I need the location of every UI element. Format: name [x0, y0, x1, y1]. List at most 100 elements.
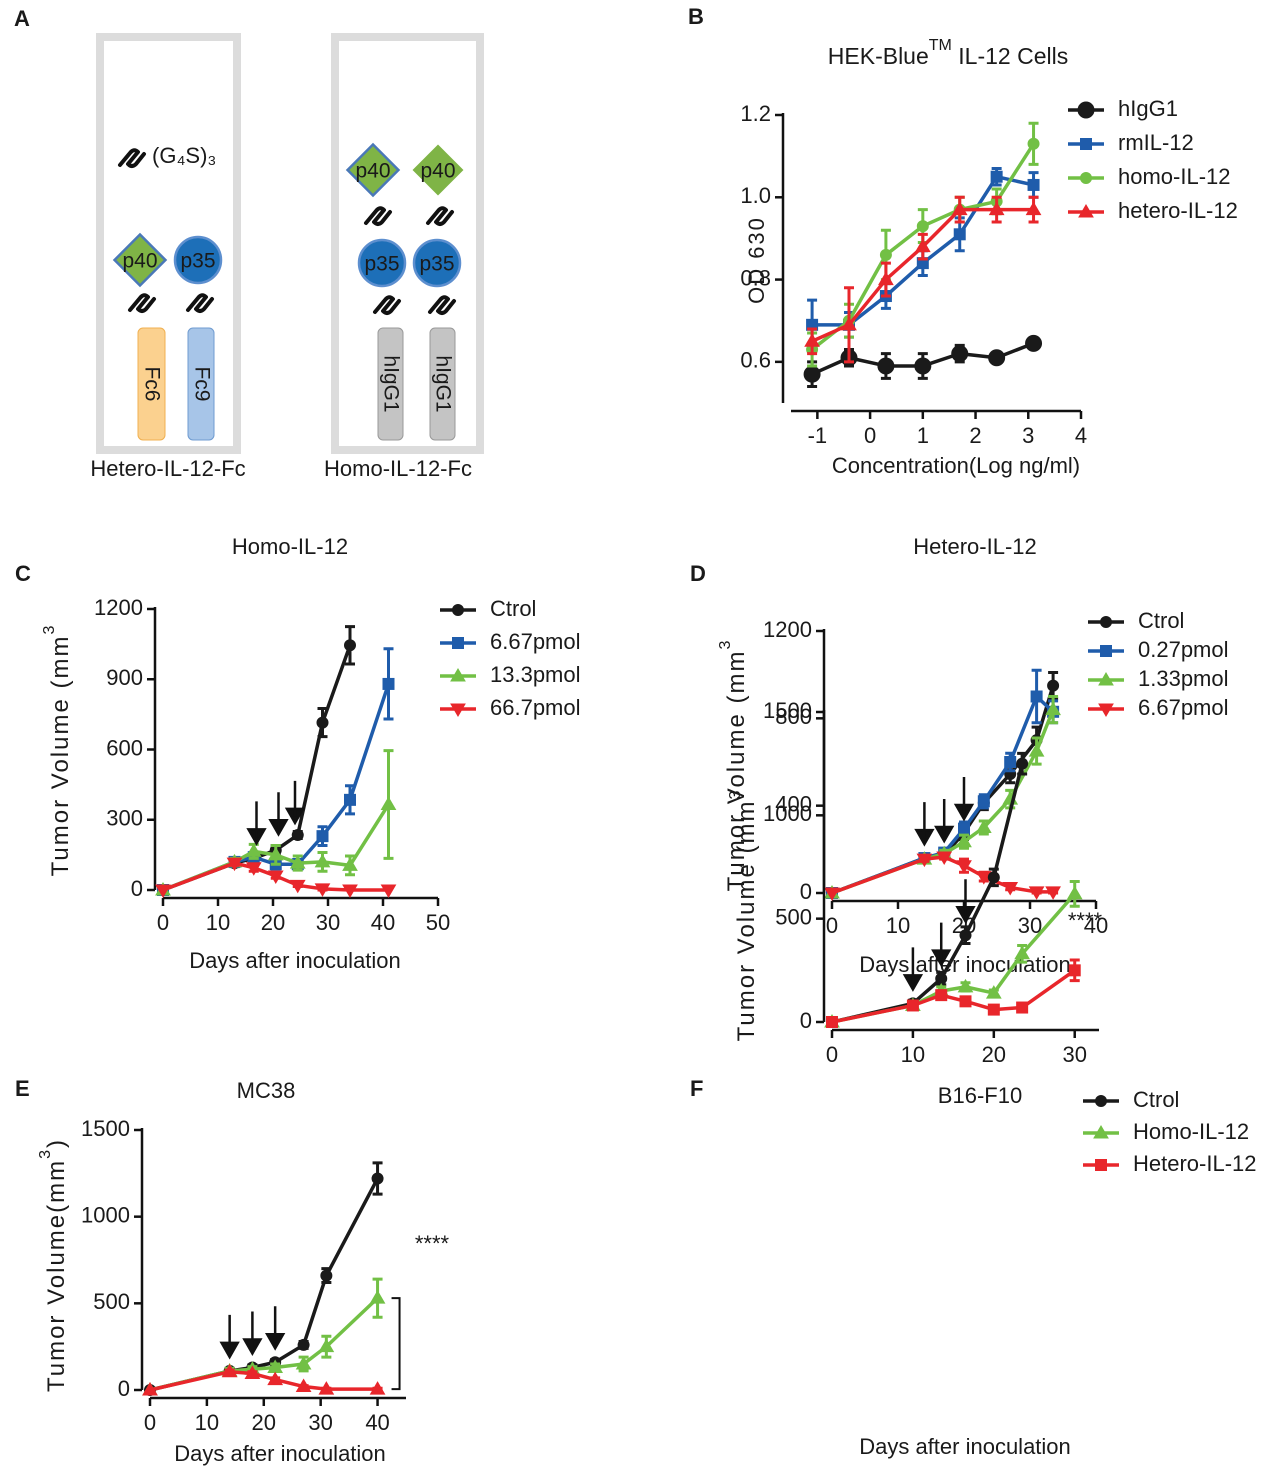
- y-axis-label: Tumor Volume (mm3: [41, 624, 74, 877]
- y-axis-label: Tumor Volume(mm3): [37, 1138, 70, 1392]
- dose-arrow: [914, 802, 935, 847]
- y-tick-label: 1200: [94, 595, 143, 620]
- y-tick-label: 1.0: [740, 183, 771, 208]
- linker-icon: [118, 148, 146, 168]
- marker: [826, 1016, 838, 1028]
- marker: [878, 271, 894, 286]
- fc-shape: [187, 327, 215, 441]
- marker: [1100, 616, 1112, 628]
- marker: [824, 887, 840, 901]
- x-axis-label: Days after inoculation: [174, 1441, 386, 1466]
- linker-icon: [364, 206, 392, 226]
- x-axis-label: Concentration(Log ng/ml): [832, 453, 1080, 478]
- marker: [936, 851, 953, 865]
- subunit-label: p35: [364, 253, 399, 276]
- chart-title: HEK-BlueTM IL-12 Cells: [828, 37, 1068, 69]
- x-tick-label: 4: [1075, 423, 1087, 448]
- superscript: 3: [37, 1148, 54, 1159]
- legend-label: rmIL-12: [1118, 130, 1194, 155]
- marker: [906, 999, 919, 1012]
- dose-arrow: [955, 879, 976, 924]
- marker: [841, 316, 857, 331]
- marker: [959, 995, 972, 1008]
- marker: [155, 884, 171, 898]
- series-line: [149, 1177, 380, 1392]
- marker: [1045, 886, 1061, 900]
- panel-label: F: [690, 1076, 703, 1101]
- marker: [804, 333, 820, 347]
- series-line: [831, 855, 1054, 895]
- subunit-label: p35: [419, 253, 454, 276]
- significance-bracket: [391, 1297, 401, 1391]
- marker: [318, 1381, 335, 1395]
- marker: [956, 833, 972, 848]
- marker: [452, 637, 464, 649]
- marker: [297, 1338, 310, 1351]
- marker: [369, 1381, 386, 1395]
- marker: [985, 985, 1002, 999]
- dose-arrow: [934, 799, 955, 844]
- marker: [977, 795, 990, 808]
- x-tick-label: 40: [365, 1410, 389, 1435]
- dose-arrow: [902, 947, 924, 992]
- marker: [320, 1269, 333, 1282]
- fc-shape: [377, 327, 404, 441]
- legend-label: Ctrol: [490, 596, 536, 621]
- subunit-label: p40: [122, 250, 157, 273]
- marker: [975, 819, 992, 833]
- marker: [342, 857, 358, 871]
- marker: [988, 201, 1005, 216]
- x-axis-label: Days after inoculation: [189, 948, 401, 973]
- legend-label: homo-IL-12: [1118, 164, 1231, 189]
- marker: [951, 345, 969, 363]
- significance-label: ****: [415, 1231, 450, 1256]
- marker: [1077, 101, 1095, 119]
- marker: [314, 883, 331, 897]
- marker: [957, 978, 974, 993]
- marker: [1002, 882, 1019, 896]
- series-line: [831, 694, 1055, 895]
- marker: [1095, 1159, 1107, 1171]
- panel-label: C: [15, 561, 31, 586]
- subunit-label: p40: [355, 160, 390, 183]
- linker-icon: [426, 206, 454, 226]
- fc-label: hIgG1: [431, 355, 454, 412]
- marker: [344, 793, 356, 806]
- legend-label: 6.67pmol: [1138, 695, 1229, 720]
- marker: [291, 828, 304, 841]
- marker: [344, 639, 356, 652]
- dose-arrow: [284, 780, 306, 826]
- marker: [1030, 690, 1043, 703]
- chart-title: Homo-IL-12: [232, 534, 348, 559]
- y-tick-label: 1500: [763, 698, 812, 723]
- marker: [1047, 679, 1060, 692]
- y-tick-label: 400: [775, 791, 812, 816]
- subunit-label: p40: [420, 160, 455, 183]
- x-tick-label: 30: [308, 1410, 332, 1435]
- series-line: [831, 763, 1024, 1024]
- marker: [1016, 757, 1029, 770]
- marker: [1045, 701, 1061, 716]
- marker: [267, 1371, 284, 1386]
- text-part: Tumor Volume (mm: [723, 650, 750, 892]
- marker: [975, 871, 992, 885]
- marker: [951, 201, 968, 216]
- diagram: A (G₄S)₃ p40 p35 Fc6 Fc9 Hetero-IL-12-Fc…: [14, 6, 484, 481]
- marker: [959, 929, 972, 942]
- x-tick-label: 10: [206, 910, 230, 935]
- y-axis-label: OD 630: [744, 216, 769, 304]
- marker: [316, 716, 329, 729]
- x-tick-label: 30: [1062, 1042, 1086, 1067]
- marker: [1078, 204, 1094, 218]
- marker: [1066, 885, 1083, 900]
- marker: [314, 853, 331, 868]
- legend-label: Ctrol: [1138, 608, 1184, 633]
- y-tick-label: 500: [93, 1289, 130, 1314]
- y-tick-label: 900: [106, 665, 143, 690]
- marker: [916, 220, 929, 233]
- marker: [1098, 703, 1114, 717]
- x-tick-label: 0: [826, 913, 838, 938]
- marker: [1027, 137, 1040, 150]
- chart-title: Hetero-IL-12: [913, 534, 1037, 559]
